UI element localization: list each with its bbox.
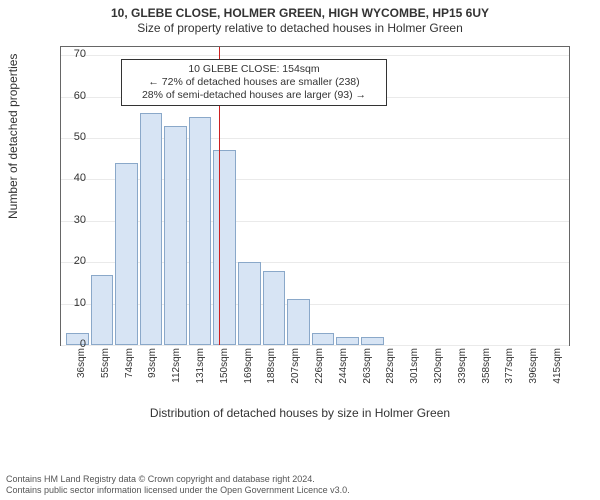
- x-tick-label: 36sqm: [76, 348, 87, 378]
- y-tick-label: 50: [46, 131, 86, 143]
- annotation-line3: 28% of semi-detached houses are larger (…: [128, 89, 380, 102]
- x-tick-label: 188sqm: [266, 348, 277, 384]
- x-tick-label: 301sqm: [409, 348, 420, 384]
- x-tick-label: 339sqm: [457, 348, 468, 384]
- title-line1: 10, GLEBE CLOSE, HOLMER GREEN, HIGH WYCO…: [0, 6, 600, 21]
- y-tick-label: 70: [46, 48, 86, 60]
- x-tick-label: 396sqm: [528, 348, 539, 384]
- x-tick-label: 282sqm: [385, 348, 396, 384]
- x-tick-label: 415sqm: [552, 348, 563, 384]
- y-axis-label: Number of detached properties: [6, 54, 20, 219]
- footer-line1: Contains HM Land Registry data © Crown c…: [6, 474, 350, 485]
- y-tick-label: 30: [46, 214, 86, 226]
- histogram-bar: [312, 333, 335, 345]
- x-tick-label: 55sqm: [100, 348, 111, 378]
- x-axis-label: Distribution of detached houses by size …: [0, 406, 600, 420]
- histogram-bar: [189, 117, 212, 345]
- y-tick-label: 60: [46, 90, 86, 102]
- footer-line2: Contains public sector information licen…: [6, 485, 350, 496]
- x-tick-label: 358sqm: [481, 348, 492, 384]
- histogram-bar: [238, 262, 261, 345]
- annotation-line1: 10 GLEBE CLOSE: 154sqm: [128, 63, 380, 76]
- y-tick-label: 10: [46, 297, 86, 309]
- x-tick-label: 226sqm: [314, 348, 325, 384]
- x-tick-label: 207sqm: [290, 348, 301, 384]
- histogram-bar: [115, 163, 138, 345]
- chart-container: 10, GLEBE CLOSE, HOLMER GREEN, HIGH WYCO…: [0, 0, 600, 500]
- title-block: 10, GLEBE CLOSE, HOLMER GREEN, HIGH WYCO…: [0, 0, 600, 36]
- title-line2: Size of property relative to detached ho…: [0, 21, 600, 36]
- x-tick-labels: 36sqm 55sqm 74sqm 93sqm 112sqm 131sqm 150sqm 16…: [60, 348, 570, 408]
- x-tick-label: 377sqm: [504, 348, 515, 384]
- x-tick-label: 169sqm: [243, 348, 254, 384]
- x-tick-label: 74sqm: [124, 348, 135, 378]
- histogram-bar: [140, 113, 163, 345]
- annotation-line2: ← 72% of detached houses are smaller (23…: [128, 76, 380, 89]
- x-tick-label: 131sqm: [195, 348, 206, 384]
- x-tick-label: 93sqm: [147, 348, 158, 378]
- x-tick-label: 320sqm: [433, 348, 444, 384]
- histogram-bar: [287, 299, 310, 345]
- histogram-bar: [213, 150, 236, 345]
- footer: Contains HM Land Registry data © Crown c…: [6, 474, 350, 497]
- histogram-bar: [164, 126, 187, 345]
- histogram-bar: [263, 271, 286, 346]
- histogram-bar: [91, 275, 114, 345]
- histogram-bar: [336, 337, 359, 345]
- histogram-bar: [361, 337, 384, 345]
- y-tick-label: 20: [46, 255, 86, 267]
- plot-wrap: Number of detached properties 10 GLEBE C…: [0, 36, 600, 416]
- x-tick-label: 244sqm: [338, 348, 349, 384]
- x-tick-label: 263sqm: [362, 348, 373, 384]
- x-tick-label: 112sqm: [171, 348, 182, 383]
- gridline: [61, 345, 569, 346]
- y-tick-label: 40: [46, 172, 86, 184]
- annotation-box: 10 GLEBE CLOSE: 154sqm ← 72% of detached…: [121, 59, 387, 106]
- x-tick-label: 150sqm: [219, 348, 230, 384]
- plot-area: 10 GLEBE CLOSE: 154sqm ← 72% of detached…: [60, 46, 570, 346]
